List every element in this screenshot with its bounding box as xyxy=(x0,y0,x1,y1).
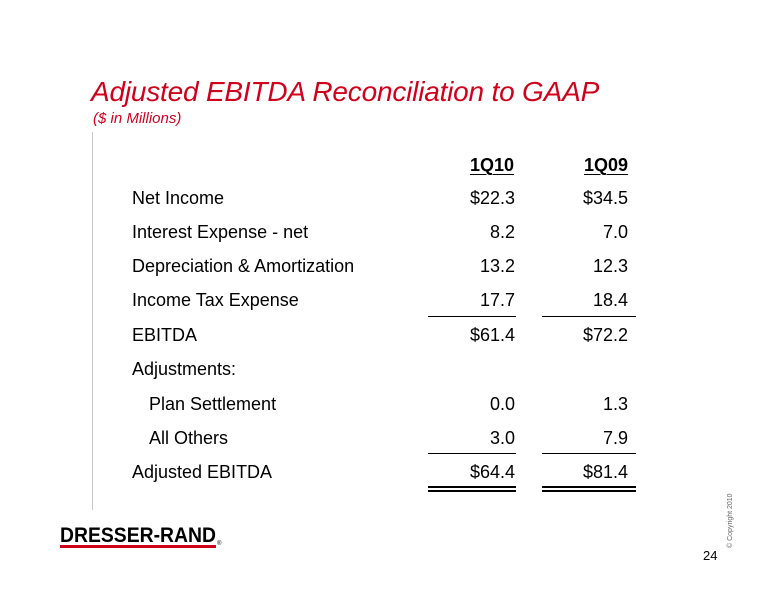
total-double-rule xyxy=(542,486,636,488)
page-title: Adjusted EBITDA Reconciliation to GAAP xyxy=(91,76,600,107)
logo-underline xyxy=(60,545,216,548)
row-value-1q09: 18.4 xyxy=(592,290,628,310)
row-value-1q09: $81.4 xyxy=(582,462,628,482)
total-double-rule xyxy=(428,490,516,492)
row-value-1q10: $61.4 xyxy=(469,325,515,345)
row-value-1q09: $34.5 xyxy=(582,188,628,208)
subtotal-rule xyxy=(542,453,636,454)
row-label: Net Income xyxy=(132,188,225,208)
page-subtitle: ($ in Millions) xyxy=(93,110,182,127)
row-value-1q09: 7.0 xyxy=(602,222,628,242)
row-label: EBITDA xyxy=(132,325,198,345)
row-value-1q10: 13.2 xyxy=(479,256,515,276)
subtotal-rule xyxy=(428,316,516,317)
row-value-1q10: $22.3 xyxy=(469,188,515,208)
row-label: Depreciation & Amortization xyxy=(132,256,355,276)
subtotal-rule xyxy=(542,316,636,317)
row-value-1q09: 7.9 xyxy=(602,428,628,448)
row-value-1q10: 0.0 xyxy=(489,394,515,414)
row-value-1q09: 1.3 xyxy=(602,394,628,414)
row-value-1q10: $64.4 xyxy=(469,462,515,482)
row-label: Adjustments: xyxy=(132,359,237,379)
copyright-notice: © Copyright 2010 xyxy=(727,493,734,548)
column-header-1q10: 1Q10 xyxy=(470,155,515,175)
row-label: Adjusted EBITDA xyxy=(132,462,273,482)
row-label: All Others xyxy=(149,428,229,448)
row-label: Interest Expense - net xyxy=(132,222,309,242)
left-divider xyxy=(92,132,93,510)
total-double-rule xyxy=(428,486,516,488)
row-value-1q10: 3.0 xyxy=(489,428,515,448)
svg-text:®: ® xyxy=(217,540,222,547)
column-header-1q09: 1Q09 xyxy=(584,155,629,175)
subtotal-rule xyxy=(428,453,516,454)
dresser-rand-logo: DRESSER-RAND ® xyxy=(60,521,225,556)
row-value-1q09: 12.3 xyxy=(592,256,628,276)
row-value-1q09: $72.2 xyxy=(582,325,628,345)
row-label: Income Tax Expense xyxy=(132,290,299,310)
logo-text: DRESSER-RAND xyxy=(60,524,216,547)
row-label: Plan Settlement xyxy=(149,394,277,414)
logo-graphic: DRESSER-RAND ® xyxy=(60,524,222,548)
page-number: 24 xyxy=(703,548,718,563)
row-value-1q10: 17.7 xyxy=(479,290,515,310)
total-double-rule xyxy=(542,490,636,492)
row-value-1q10: 8.2 xyxy=(489,222,515,242)
